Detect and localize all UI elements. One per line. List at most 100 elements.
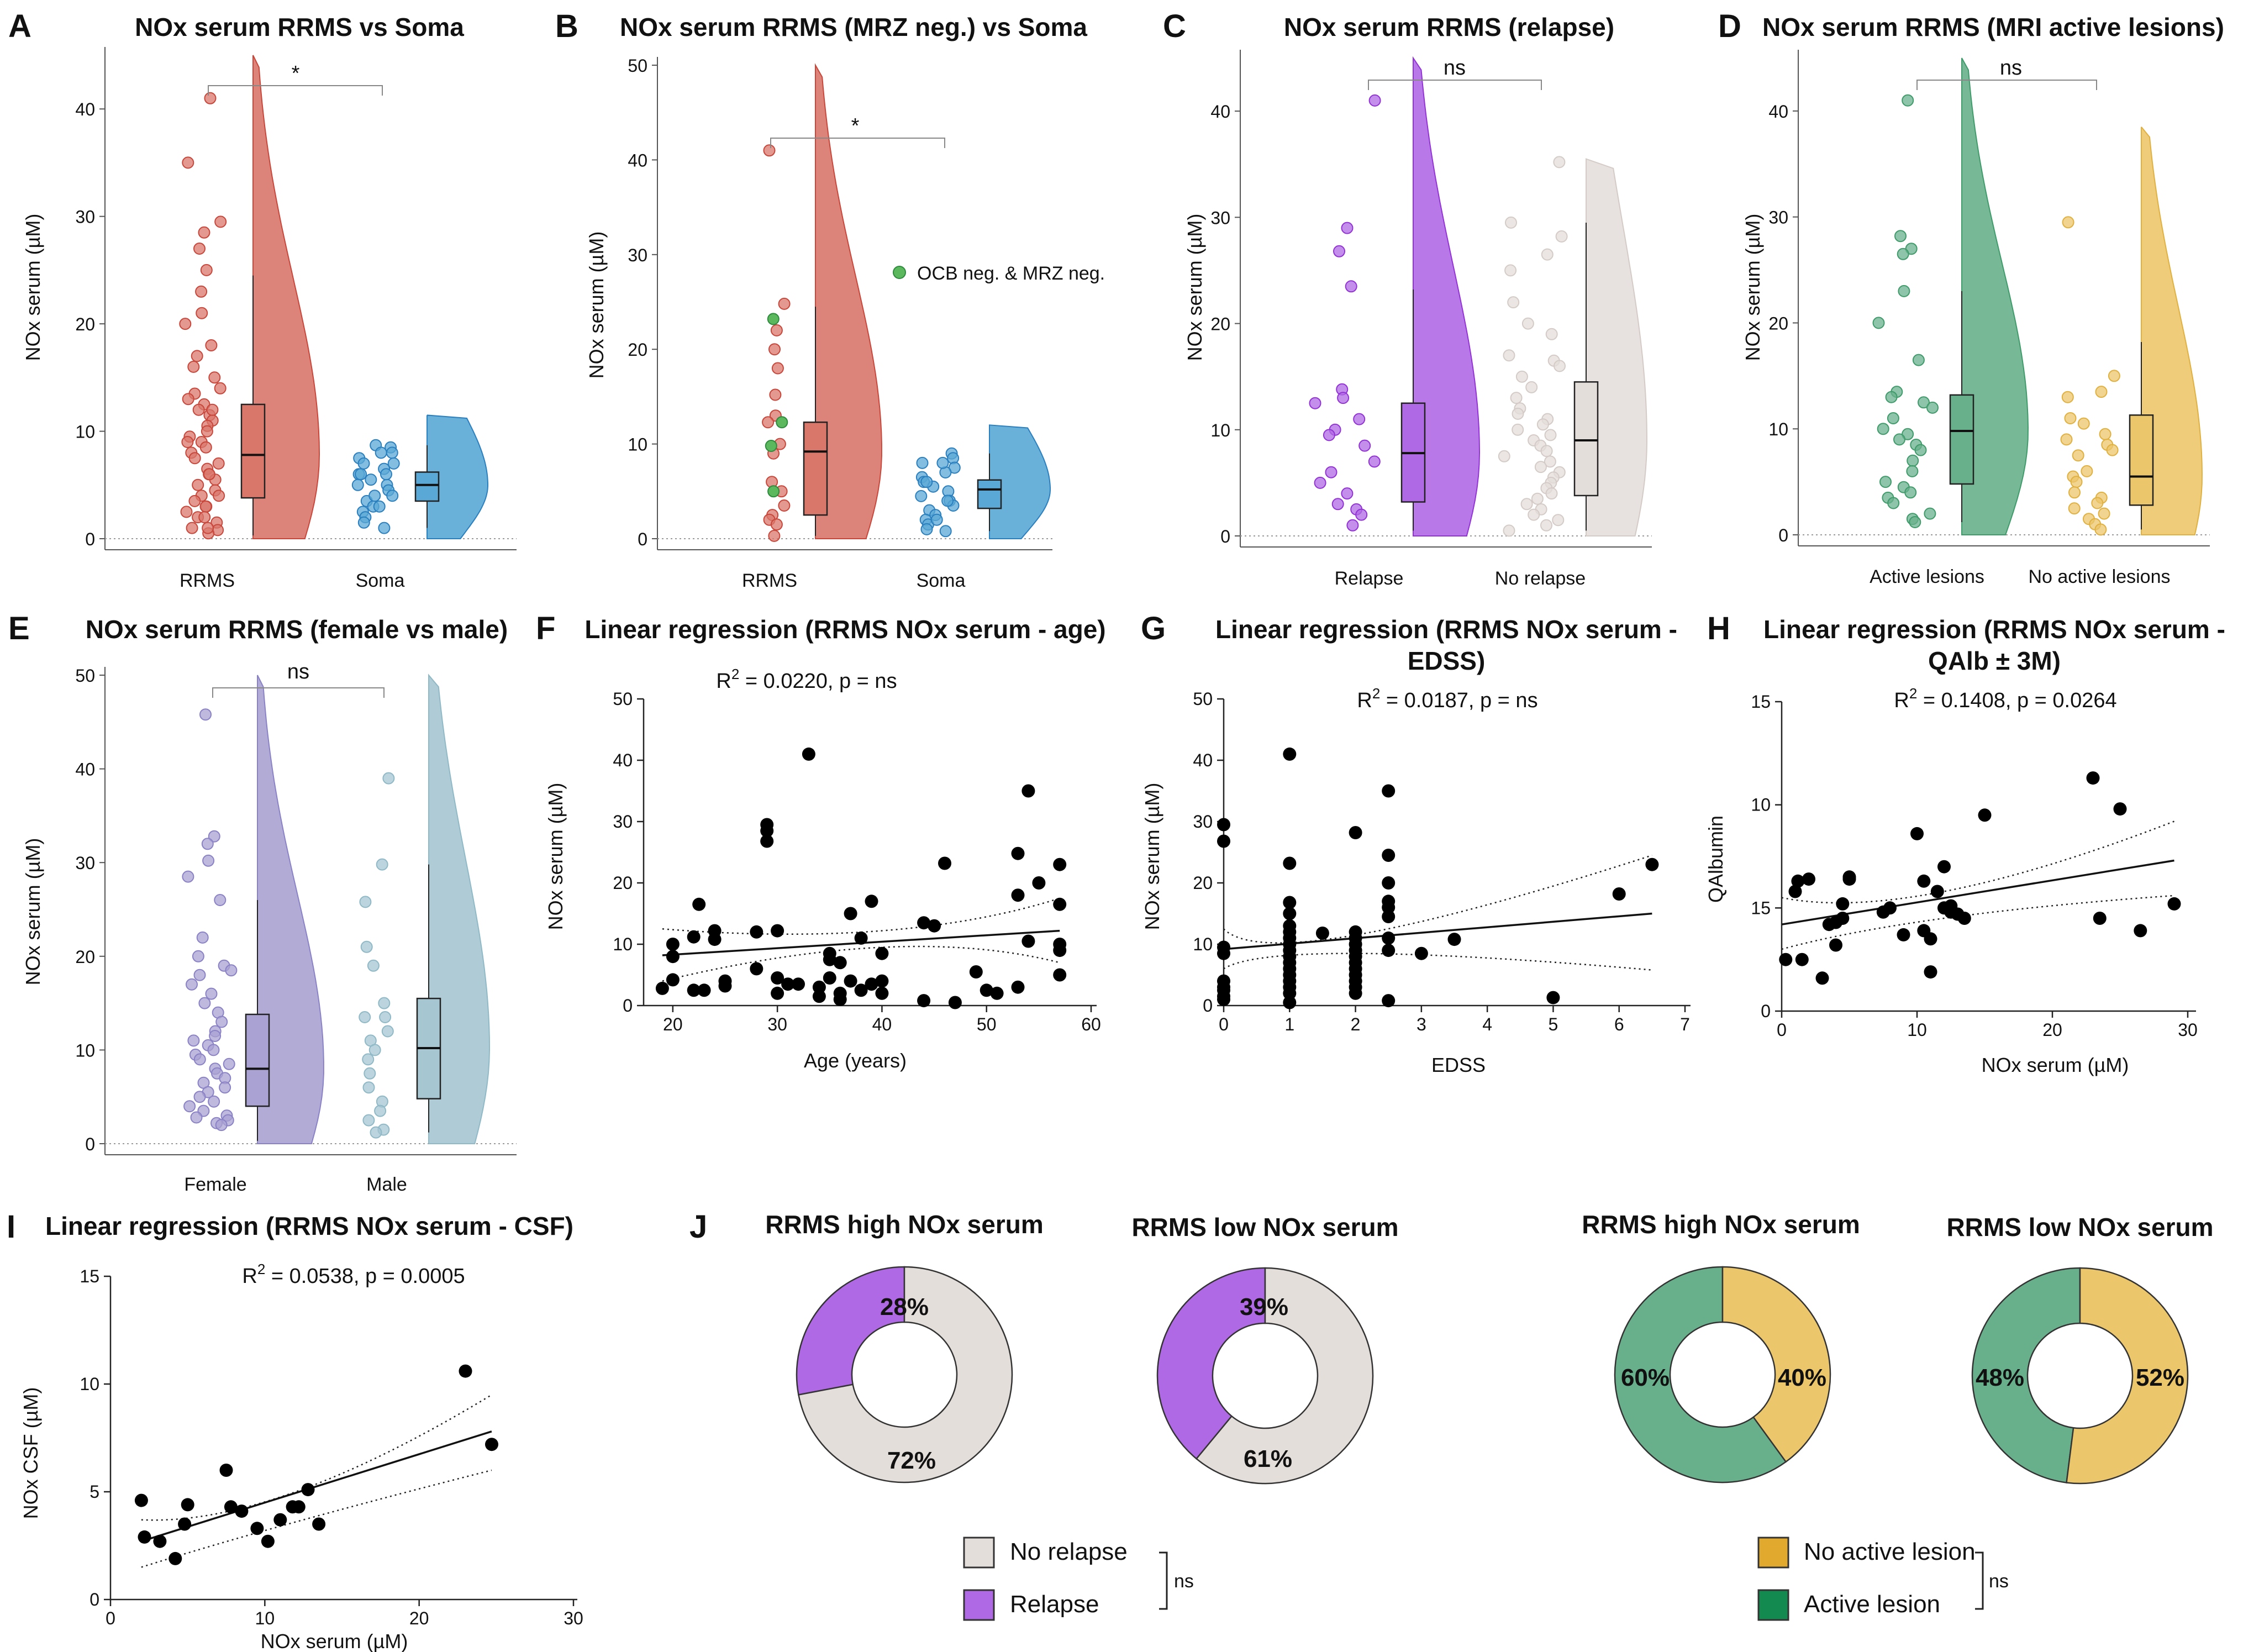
panel-g-x-tick-label: 5	[1549, 1014, 1558, 1034]
panel-c-violin-2	[1586, 158, 1648, 536]
panel-e-sig-bracket	[212, 687, 385, 698]
panel-h-point	[1795, 953, 1809, 966]
panel-b-point-2	[916, 456, 929, 469]
panel-b-y-tick-label: 20	[628, 340, 647, 360]
panel-e-violin-1	[257, 675, 324, 1144]
panel-a-point-1	[206, 403, 219, 416]
donut-4-pct-second: 52%	[2136, 1364, 2184, 1391]
panel-b-cat-1: RRMS	[742, 570, 797, 591]
panel-e-y-tick-label: 0	[85, 1134, 95, 1154]
panel-b-point-2	[941, 494, 954, 507]
panel-c-point-2	[1505, 216, 1517, 229]
panel-a-point-1	[204, 92, 217, 104]
panel-f-point	[928, 919, 941, 933]
panel-f-point	[771, 971, 784, 985]
panel-d-y-tick-label: 30	[1768, 208, 1788, 228]
donut-1-pct-second: 72%	[887, 1447, 936, 1474]
panel-h-title-line2: QAlb ± 3M)	[1928, 646, 2061, 675]
donut-4-title: RRMS low NOx serum	[1946, 1213, 2213, 1241]
panel-g-point	[1382, 944, 1396, 957]
panel-h-point	[1842, 872, 1856, 886]
panel-f-y-tick-label: 0	[623, 996, 633, 1016]
panel-c-point-2	[1503, 349, 1515, 362]
panel-e-point-2	[359, 896, 372, 908]
panel-c-point-2	[1512, 423, 1524, 436]
panel-d-box-1	[1949, 394, 1974, 485]
panel-f-point	[750, 925, 763, 939]
panel-d-point-2	[2068, 502, 2081, 515]
panel-f-ci-lower	[662, 945, 1060, 982]
panel-d-y-tick-label: 20	[1768, 313, 1788, 333]
panel-f-point	[1053, 968, 1067, 982]
panel-h-y-tick-label: 10	[1751, 795, 1771, 815]
panel-e-point-2	[362, 1053, 375, 1066]
panel-h-y-tick-label: 15	[1751, 692, 1771, 712]
panel-c-point-1	[1368, 455, 1381, 468]
panel-a-point-2	[368, 490, 381, 502]
panel-i-point	[292, 1500, 306, 1514]
panel-b-legend-label: OCB neg. & MRZ neg.	[917, 263, 1105, 284]
panel-a-point-1	[199, 441, 212, 454]
panel-a-point-1	[201, 425, 213, 438]
panel-g-x-tick-label: 6	[1614, 1014, 1624, 1034]
panel-a-point-1	[195, 285, 208, 298]
panel-f-y-tick-label: 40	[613, 750, 633, 770]
panel-c-cat-1: Relapse	[1335, 568, 1404, 589]
panel-a-point-1	[198, 226, 210, 239]
panel-i-point	[219, 1464, 233, 1477]
panel-c-letter: C	[1163, 8, 1186, 44]
panel-h-point	[1937, 860, 1951, 874]
panel-i-point	[134, 1493, 148, 1507]
panel-f-y-tick-label: 30	[613, 812, 633, 832]
panel-f-point	[854, 983, 868, 997]
panel-h-point	[1978, 808, 1992, 822]
panel-i-x-tick-label: 0	[106, 1608, 115, 1628]
panel-c-point-1	[1325, 466, 1338, 478]
panel-b-ocb-point	[767, 485, 780, 498]
donut-3-pct-second: 40%	[1778, 1364, 1826, 1391]
panel-h-point	[1930, 885, 1944, 898]
panel-b-legend-marker	[893, 266, 906, 279]
panel-f-point	[718, 974, 732, 988]
panel-g-y-tick-label: 0	[1203, 996, 1213, 1016]
panel-a-y-tick-label: 20	[75, 314, 95, 334]
legend-left-sig: ns	[1174, 1571, 1194, 1592]
panel-a-violin-2	[426, 414, 488, 539]
panel-i-point	[224, 1500, 238, 1514]
panel-d-point-1	[1887, 497, 1900, 509]
panel-g-title-line1: Linear regression (RRMS NOx serum -	[1215, 615, 1677, 644]
legend-right-bracket	[1975, 1551, 1984, 1610]
panel-g-x-tick-label: 7	[1680, 1014, 1690, 1034]
panel-d-cat-2: No active lesions	[2028, 566, 2170, 587]
legend-left-bracket	[1159, 1551, 1168, 1610]
panel-h-point	[1883, 901, 1897, 915]
panel-i-point	[181, 1498, 194, 1512]
panel-b-y-tick-label: 0	[638, 529, 647, 549]
panel-b-cat-2: Soma	[917, 570, 966, 591]
panel-c-point-2	[1545, 328, 1558, 340]
panel-b-point-1	[778, 297, 791, 310]
panel-f-point	[666, 938, 680, 951]
panel-e-point-1	[202, 854, 215, 867]
panel-b-y-tick-label: 40	[628, 150, 647, 170]
panel-d-point-1	[1897, 248, 1909, 260]
panel-f-stat: R2 = 0.0220, p = ns	[716, 666, 897, 693]
panel-c-point-2	[1531, 492, 1544, 505]
panel-f-x-tick-label: 20	[663, 1014, 683, 1034]
panel-f-point	[655, 981, 669, 995]
panel-c-point-2	[1515, 370, 1528, 383]
panel-f-point	[1011, 846, 1025, 860]
panel-h-point	[2167, 897, 2181, 911]
panel-b-point-1	[771, 362, 784, 375]
panel-f-point	[1053, 857, 1067, 871]
panel-b-sig-bracket	[770, 138, 945, 148]
panel-d-sig-bracket	[1916, 80, 2097, 90]
panel-d-point-2	[2094, 523, 2107, 536]
panel-f-point	[833, 956, 847, 970]
panel-d-point-1	[1914, 444, 1927, 456]
panel-c-point-2	[1555, 230, 1568, 243]
panel-b-point-2	[920, 523, 933, 535]
panel-g-x-tick-label: 3	[1417, 1014, 1426, 1034]
panel-c-y-tick-label: 40	[1210, 102, 1230, 122]
panel-g-point	[1382, 910, 1396, 923]
